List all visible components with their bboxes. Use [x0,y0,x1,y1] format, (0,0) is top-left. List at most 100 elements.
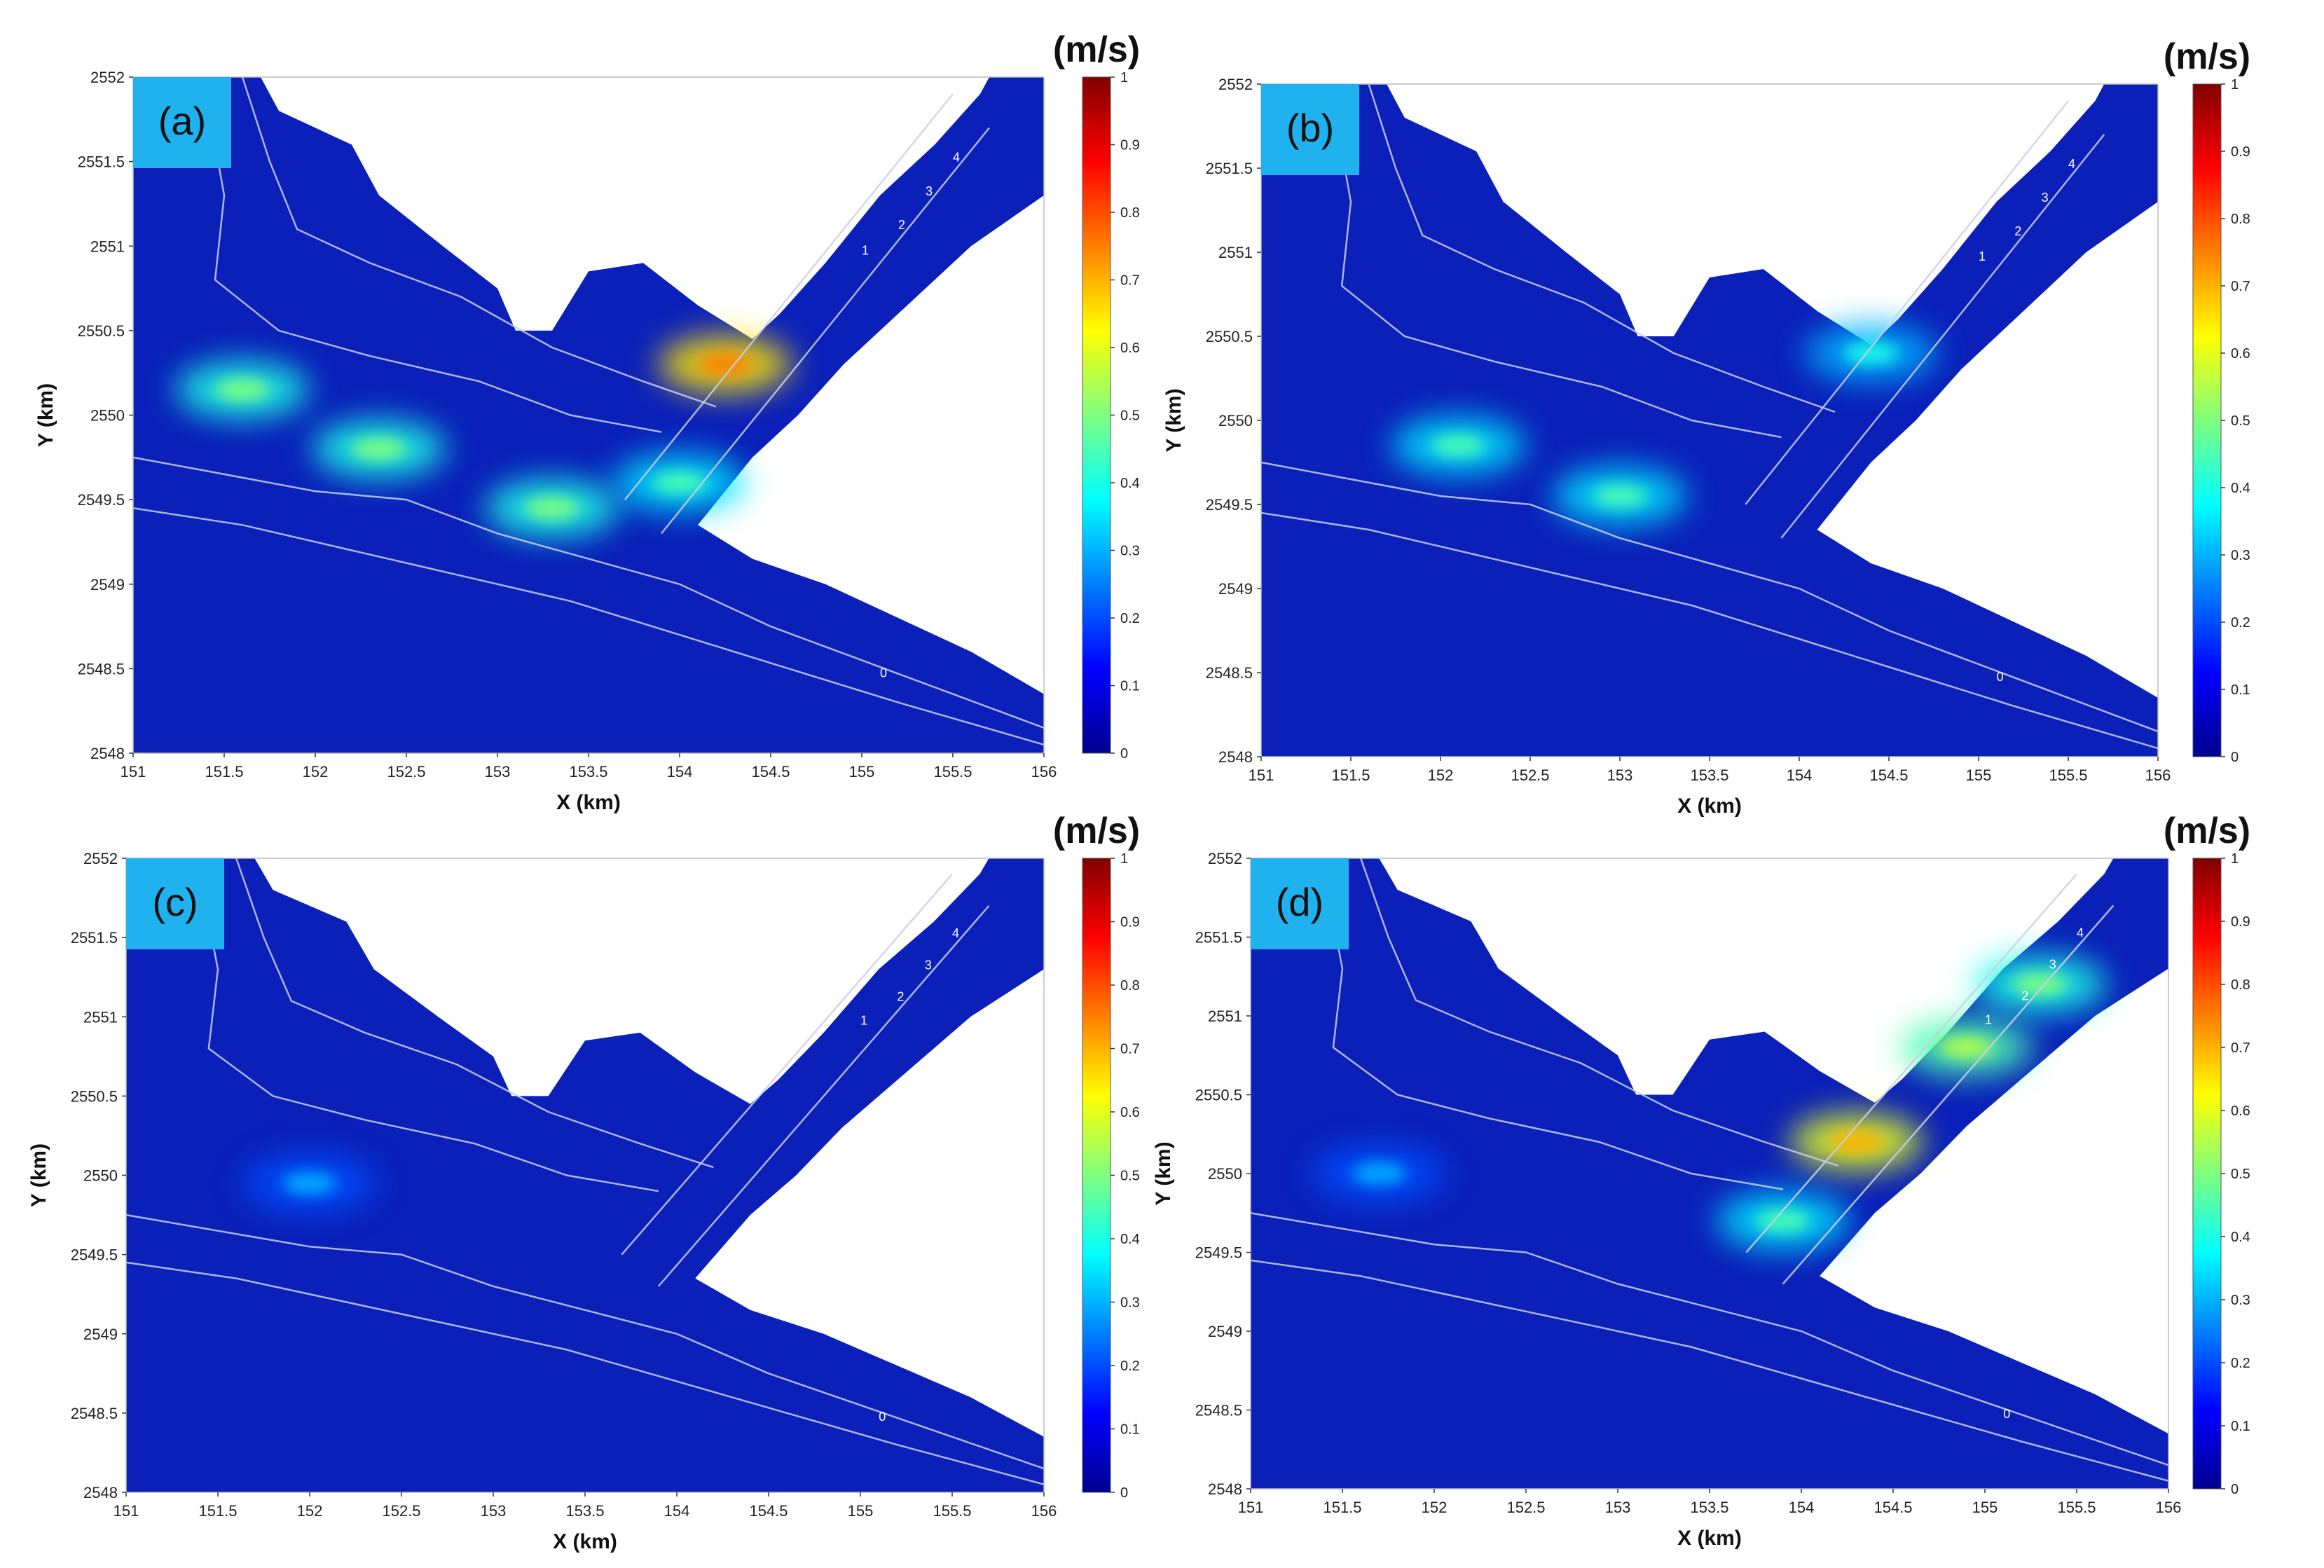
y-tick-label: 2550 [1208,1165,1242,1183]
colorbar-tick-label: 0 [2231,750,2239,765]
colorbar-tick-label: 0.1 [1120,1422,1140,1438]
panel-label-box [133,77,231,168]
speed-hotspot-core [525,497,579,520]
colorbar-tick-label: 0.1 [2231,682,2250,698]
colorbar-tick-label: 0.4 [1120,1232,1140,1247]
colorbar-tick-label: 0.9 [1120,138,1140,153]
contour-label: 0 [411,974,418,988]
y-tick-label: 2549.5 [1206,496,1253,514]
x-tick-label: 154 [1787,766,1813,784]
x-tick-label: 151 [121,763,146,780]
y-axis-label: Y (km) [27,1143,50,1207]
colorbar-tick-label: 0.9 [1120,915,1140,930]
y-tick-label: 2549 [83,1326,118,1343]
colorbar-tick-label: 0.7 [1120,1042,1140,1057]
panel-label: (a) [158,99,206,143]
colorbar-tick-label: 0 [2231,1482,2239,1497]
colorbar-tick-label: 0.2 [1120,611,1140,626]
panel-label: (c) [152,880,198,924]
colorbar-tick-label: 0.4 [2231,1230,2250,1245]
x-tick-label: 152 [297,1502,323,1520]
x-tick-label: 152.5 [382,1502,420,1520]
speed-hotspot-core [1939,1036,1993,1059]
land-mass [698,195,1044,694]
depth-contour [1251,1212,2168,1466]
contour-label: 0 [1638,308,1645,322]
depth-contour [1360,858,1838,1167]
colorbar-tick-label: 0.6 [1120,1105,1140,1120]
speed-hotspot-core [1844,342,1898,364]
speed-hotspot-core [653,472,706,494]
depth-contour [661,127,990,535]
depth-contour [126,1261,1044,1485]
contour-label: 3 [925,958,932,972]
colorbar-tick-label: 0 [1120,746,1128,762]
y-tick-label: 2548 [1208,1480,1242,1498]
y-tick-label: 2551.5 [1206,160,1253,177]
colorbar [1082,76,1111,754]
speed-hotspot-core [1593,485,1646,507]
depth-contour [1782,905,2115,1285]
colorbar-tick-label: 0.4 [1120,476,1140,491]
colorbar-tick-label: 0.8 [1120,205,1140,221]
y-tick-label: 2551 [83,1008,118,1026]
depth-contour [1368,84,1836,413]
colorbar [2192,858,2222,1490]
x-tick-label: 152 [1422,1499,1448,1516]
y-axis-label: Y (km) [34,383,57,447]
x-tick-label: 151.5 [1331,766,1370,784]
x-tick-label: 154 [1789,1499,1815,1516]
colorbar-tick-label: 0.3 [1120,1295,1140,1311]
colorbar-tick-label: 0.1 [1120,679,1140,694]
x-axis-label: X (km) [1677,1527,1742,1550]
colorbar-tick-label: 0.8 [2231,212,2250,227]
colorbar-tick-label: 0.9 [2231,144,2250,160]
contour-label: 4 [953,151,960,165]
contour-label: 0 [2003,1407,2010,1421]
panel-label-box [1261,84,1359,175]
colorbar-tick-label: 0.1 [2231,1419,2250,1434]
x-axis-label: X (km) [1677,795,1742,818]
x-axis-label: X (km) [553,1530,617,1553]
y-tick-label: 2548 [1218,748,1253,766]
land-mass [1820,968,2168,1434]
contour-label: 0 [1997,670,2004,684]
colorbar-tick-label: 0.5 [2231,413,2250,429]
y-tick-label: 2552 [1218,76,1253,93]
colorbar-tick-label: 0.7 [2231,279,2250,294]
plot-area: 0 1 2 3 4 0 0 [133,77,1044,753]
contour-label: 0 [1636,1068,1643,1082]
panel-d: 0 1 2 3 4 0 0 (d) 151 151.5 152 152.5 153 153.5 154 154… [1152,811,2250,1550]
contour-label: 1 [1979,249,1986,263]
plot-area: 0 1 2 3 4 0 0 [1261,84,2158,757]
speed-hotspot-core [1431,434,1485,457]
land-mass [695,969,1044,1437]
contour-label: 0 [879,1410,886,1424]
x-tick-label: 151.5 [205,763,243,780]
speed-hotspot-core [1756,1209,1810,1232]
depth-contour [1323,874,1784,1190]
panel-label: (b) [1286,106,1334,150]
depth-contour [126,1213,1044,1470]
y-tick-label: 2551.5 [1195,929,1242,947]
colorbar-tick-label: 0.2 [2231,615,2250,631]
panel-b: 0 1 2 3 4 0 0 (b) 151 151.5 152 152.5 153 153.5 154 154… [1162,36,2250,818]
x-tick-label: 155.5 [2049,766,2087,784]
x-tick-label: 154.5 [749,1502,788,1520]
plot-area: 0 1 2 3 4 0 0 [1251,858,2168,1489]
x-tick-label: 153.5 [1690,766,1728,784]
x-tick-label: 155 [1966,766,1992,784]
y-tick-label: 2549 [90,576,125,593]
contour-label: 3 [2042,191,2049,205]
y-tick-label: 2551 [1218,244,1253,261]
contour-label: 0 [880,666,887,680]
contour-label: 0 [1539,207,1546,221]
depth-contour [241,77,717,408]
contour-label: 3 [926,184,933,198]
y-tick-label: 2549.5 [78,491,125,509]
colorbar-tick-label: 0.8 [2231,977,2250,993]
depth-contour [1780,134,2105,539]
x-tick-label: 153 [485,763,511,780]
colorbar-tick-label: 0.8 [1120,978,1140,993]
y-tick-label: 2552 [1208,850,1242,867]
